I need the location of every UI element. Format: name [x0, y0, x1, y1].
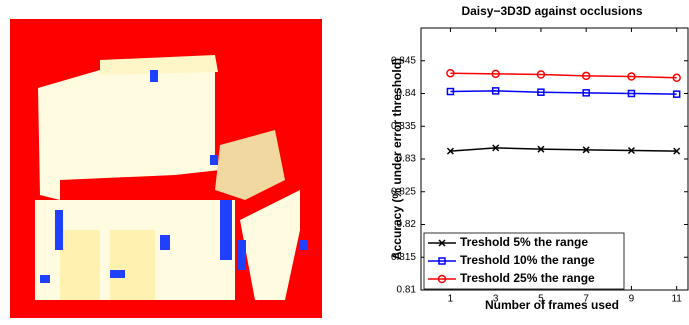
- legend-label: Treshold 25% the range: [460, 271, 595, 285]
- marker: [673, 147, 681, 155]
- marker: [537, 88, 545, 96]
- x-axis-label: Number of frames used: [485, 298, 619, 312]
- x-tick-label: 1: [448, 294, 454, 305]
- y-tick-label: 0.825: [391, 186, 416, 197]
- y-tick-label: 0.84: [397, 88, 417, 99]
- y-axis-label: Accuracy (% under error threshold): [390, 58, 404, 260]
- marker: [491, 69, 500, 79]
- x-tick-label: 9: [629, 294, 635, 305]
- marker: [446, 87, 455, 96]
- marker: [536, 70, 546, 79]
- y-tick-label: 0.82: [397, 219, 417, 230]
- marker: [582, 146, 590, 154]
- marker: [581, 71, 591, 81]
- marker: [627, 89, 636, 98]
- legend-label: Treshold 5% the range: [460, 235, 588, 249]
- marker: [672, 90, 681, 98]
- legend-marker: [437, 274, 447, 284]
- chart-title: Daisy−3D3D against occlusions: [461, 4, 642, 18]
- legend-label: Treshold 10% the range: [460, 253, 595, 267]
- marker: [582, 89, 590, 97]
- marker: [627, 72, 636, 81]
- marker: [537, 145, 545, 153]
- occlusion-image: [10, 19, 322, 318]
- x-tick-label: 3: [493, 294, 499, 305]
- y-tick-label: 0.83: [397, 154, 417, 165]
- y-tick-label: 0.835: [391, 121, 416, 132]
- x-tick-label: 11: [671, 294, 682, 305]
- y-tick-label: 0.81: [397, 285, 417, 296]
- line: [450, 90, 677, 95]
- legend-box: [423, 232, 625, 290]
- line: [450, 72, 677, 79]
- marker: [627, 146, 635, 155]
- legend-marker: [438, 239, 446, 247]
- marker: [446, 68, 455, 78]
- y-tick-label: 0.845: [391, 55, 416, 66]
- marker: [672, 73, 681, 83]
- y-tick-label: 0.815: [391, 252, 416, 263]
- marker: [492, 144, 500, 152]
- legend-marker: [438, 257, 446, 265]
- marker: [491, 87, 500, 95]
- x-tick-label: 5: [538, 294, 544, 305]
- marker: [446, 147, 454, 155]
- x-tick-label: 7: [583, 294, 589, 305]
- line: [450, 147, 677, 152]
